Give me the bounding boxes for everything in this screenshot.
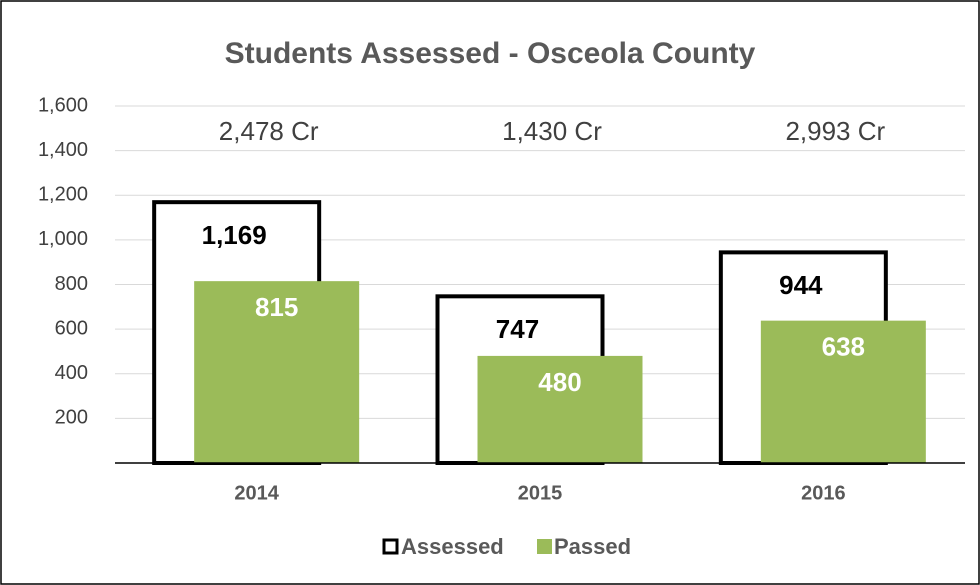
y-tick-label: 1,600 xyxy=(38,94,88,116)
annotation: 1,430 Cr xyxy=(502,116,602,146)
legend-swatch xyxy=(537,539,552,554)
chart-title: Students Assessed - Osceola County xyxy=(225,37,756,70)
legend-swatch xyxy=(382,538,399,555)
annotation: 2,993 Cr xyxy=(785,116,885,146)
y-tick-label: 1,200 xyxy=(38,184,88,206)
data-label: 944 xyxy=(779,270,823,300)
x-tick-label: 2014 xyxy=(234,482,279,504)
legend-label: Assessed xyxy=(401,534,504,559)
data-label: 747 xyxy=(496,314,539,344)
bar xyxy=(477,355,643,463)
annotation: 2,478 Cr xyxy=(219,116,319,146)
y-tick-label: 200 xyxy=(55,407,88,429)
x-tick-label: 2015 xyxy=(518,482,563,504)
y-tick-label: 600 xyxy=(55,317,88,339)
data-label: 638 xyxy=(822,332,865,362)
legend-label: Passed xyxy=(554,534,631,559)
data-label: 1,169 xyxy=(202,220,267,250)
data-label: 815 xyxy=(255,292,298,322)
y-tick-label: 800 xyxy=(55,273,88,295)
bar xyxy=(194,281,360,463)
data-label: 480 xyxy=(538,367,581,397)
x-tick-label: 2016 xyxy=(801,482,846,504)
y-tick-label: 1,400 xyxy=(38,139,88,161)
y-tick-label: 1,000 xyxy=(38,228,88,250)
bar xyxy=(760,320,926,463)
y-tick-label: 400 xyxy=(55,362,88,384)
